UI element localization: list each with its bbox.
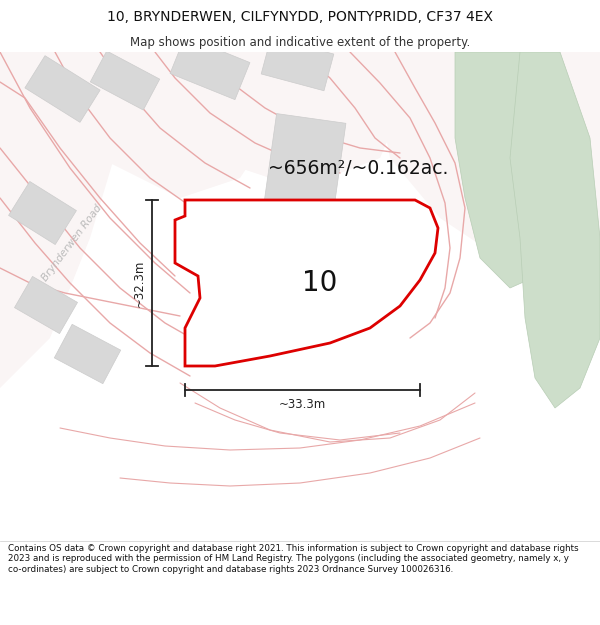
Polygon shape — [175, 200, 438, 366]
Polygon shape — [170, 36, 250, 99]
Polygon shape — [0, 52, 120, 388]
Text: Contains OS data © Crown copyright and database right 2021. This information is : Contains OS data © Crown copyright and d… — [8, 544, 578, 574]
Polygon shape — [8, 181, 76, 244]
Polygon shape — [54, 324, 121, 384]
Polygon shape — [220, 52, 410, 188]
Polygon shape — [265, 229, 343, 312]
Text: Brynderwen Road: Brynderwen Road — [40, 203, 104, 283]
Polygon shape — [261, 38, 334, 91]
Polygon shape — [510, 52, 600, 408]
Text: ~33.3m: ~33.3m — [279, 398, 326, 411]
Text: ~32.3m: ~32.3m — [133, 259, 146, 307]
Polygon shape — [14, 276, 77, 334]
Polygon shape — [264, 114, 346, 212]
Polygon shape — [90, 51, 160, 110]
Polygon shape — [370, 52, 600, 258]
Polygon shape — [80, 52, 280, 198]
Text: 10: 10 — [302, 269, 338, 297]
Polygon shape — [25, 56, 100, 123]
Text: ~656m²/~0.162ac.: ~656m²/~0.162ac. — [268, 159, 448, 178]
Polygon shape — [455, 52, 590, 288]
Text: Map shows position and indicative extent of the property.: Map shows position and indicative extent… — [130, 36, 470, 49]
Text: 10, BRYNDERWEN, CILFYNYDD, PONTYPRIDD, CF37 4EX: 10, BRYNDERWEN, CILFYNYDD, PONTYPRIDD, C… — [107, 11, 493, 24]
